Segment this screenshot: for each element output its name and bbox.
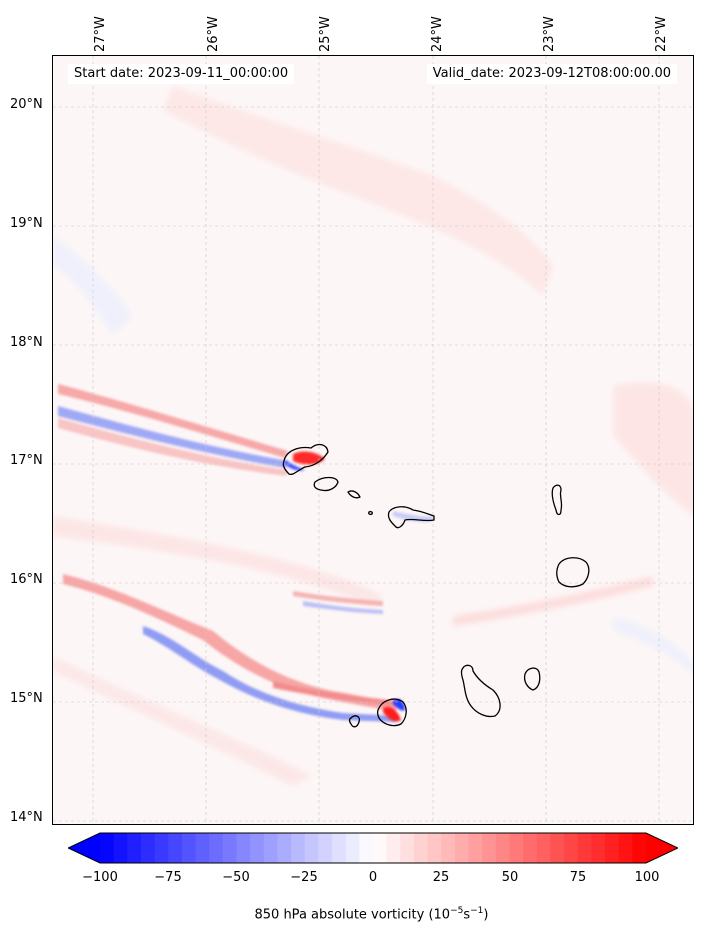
colorbar-cell bbox=[509, 833, 524, 863]
colorbar-tick: 50 bbox=[501, 870, 519, 885]
island-fogo bbox=[376, 698, 407, 727]
colorbar-cell bbox=[577, 833, 592, 863]
lon-label-22w: 22°W bbox=[654, 16, 669, 52]
colorbar-cell bbox=[154, 833, 169, 863]
map-panel bbox=[52, 55, 694, 825]
coastlines bbox=[282, 443, 590, 728]
colorbar-outline bbox=[68, 832, 678, 864]
colorbar-cell bbox=[127, 833, 142, 863]
colorbar-tick: −75 bbox=[154, 870, 182, 885]
start-date-box: Start date: 2023-09-11_00:00:00 bbox=[68, 64, 295, 84]
lon-label-23w: 23°W bbox=[542, 16, 557, 52]
colorbar-cell bbox=[413, 833, 429, 863]
colorbar-extend-min bbox=[68, 833, 100, 863]
colorbar-cell bbox=[277, 833, 292, 863]
lat-label-15n: 15°N bbox=[10, 691, 43, 706]
lon-label-27w: 27°W bbox=[93, 16, 108, 52]
colorbar-tick: −25 bbox=[290, 870, 318, 885]
colorbar-cell bbox=[345, 833, 360, 863]
colorbar-cell bbox=[113, 833, 128, 863]
colorbar-tick: 100 bbox=[634, 870, 660, 885]
graticule bbox=[53, 56, 693, 824]
colorbar-cell bbox=[318, 833, 333, 863]
colorbar-cells bbox=[68, 833, 678, 863]
island-santo-antao bbox=[282, 443, 329, 476]
colorbar-cell bbox=[468, 833, 483, 863]
colorbar-tick: 75 bbox=[569, 870, 587, 885]
colorbar-cell bbox=[550, 833, 565, 863]
colorbar-cell bbox=[291, 833, 306, 863]
lon-label-24w: 24°W bbox=[430, 16, 445, 52]
island-sao-nicolau bbox=[387, 506, 435, 529]
colorbar-cell bbox=[195, 833, 210, 863]
start-date-text: Start date: 2023-09-11_00:00:00 bbox=[74, 66, 289, 81]
colorbar-tick: 0 bbox=[368, 870, 378, 885]
colorbar-cell bbox=[140, 833, 156, 863]
lat-label-20n: 20°N bbox=[10, 97, 43, 112]
island-brava bbox=[348, 715, 361, 728]
colorbar-cell bbox=[373, 833, 388, 863]
colorbar-cell bbox=[222, 833, 237, 863]
lat-label-14n: 14°N bbox=[10, 810, 43, 825]
colorbar-cell bbox=[168, 833, 183, 863]
island-vorticity-dipoles bbox=[285, 451, 433, 722]
lon-label-26w: 26°W bbox=[206, 16, 221, 52]
valid-date-box: Valid_date: 2023-09-12T08:00:00.00 bbox=[426, 64, 677, 84]
colorbar-cell bbox=[618, 833, 633, 863]
colorbar-tick: 25 bbox=[432, 870, 450, 885]
lat-label-16n: 16°N bbox=[10, 572, 43, 587]
island-santa-luzia bbox=[347, 490, 361, 499]
colorbar-cell bbox=[304, 833, 319, 863]
colorbar-cell bbox=[181, 833, 197, 863]
colorbar-tick: −50 bbox=[222, 870, 250, 885]
colorbar-cell bbox=[441, 833, 456, 863]
colorbar-cell bbox=[400, 833, 415, 863]
southern-vorticity-band bbox=[63, 574, 398, 722]
colorbar-cell bbox=[632, 833, 647, 863]
colorbar-cell bbox=[100, 833, 115, 863]
northern-vorticity-band bbox=[58, 384, 288, 476]
island-sao-vicente bbox=[313, 476, 339, 492]
island-sal bbox=[551, 484, 563, 516]
island-maio bbox=[523, 667, 541, 691]
colorbar-cell bbox=[591, 833, 606, 863]
colorbar-cell bbox=[263, 833, 278, 863]
vorticity-field bbox=[53, 56, 693, 824]
colorbar-cell bbox=[236, 833, 251, 863]
valid-date-text: Valid_date: 2023-09-12T08:00:00.00 bbox=[432, 66, 671, 81]
colorbar-cell bbox=[495, 833, 510, 863]
lat-label-17n: 17°N bbox=[10, 453, 43, 468]
colorbar-cell bbox=[386, 833, 401, 863]
lat-label-18n: 18°N bbox=[10, 335, 43, 350]
colorbar-cell bbox=[564, 833, 579, 863]
colorbar-extend-max bbox=[646, 833, 678, 863]
colorbar-cell bbox=[482, 833, 497, 863]
colorbar-cell bbox=[536, 833, 551, 863]
colorbar-cell bbox=[454, 833, 470, 863]
lat-label-19n: 19°N bbox=[10, 216, 43, 231]
colorbar-cell bbox=[605, 833, 620, 863]
island-santiago bbox=[460, 664, 501, 718]
colorbar-cell bbox=[523, 833, 538, 863]
colorbar-cell bbox=[359, 833, 374, 863]
colorbar-cell bbox=[250, 833, 265, 863]
colorbar-cell bbox=[209, 833, 224, 863]
lon-label-25w: 25°W bbox=[318, 16, 333, 52]
colorbar-label: 850 hPa absolute vorticity (10−5s−1) bbox=[254, 906, 489, 923]
colorbar bbox=[68, 832, 678, 864]
island-boa-vista bbox=[556, 557, 590, 588]
island-branco bbox=[368, 510, 373, 516]
colorbar-cell bbox=[332, 833, 347, 863]
colorbar-cell bbox=[427, 833, 442, 863]
colorbar-tick: −100 bbox=[82, 870, 118, 885]
